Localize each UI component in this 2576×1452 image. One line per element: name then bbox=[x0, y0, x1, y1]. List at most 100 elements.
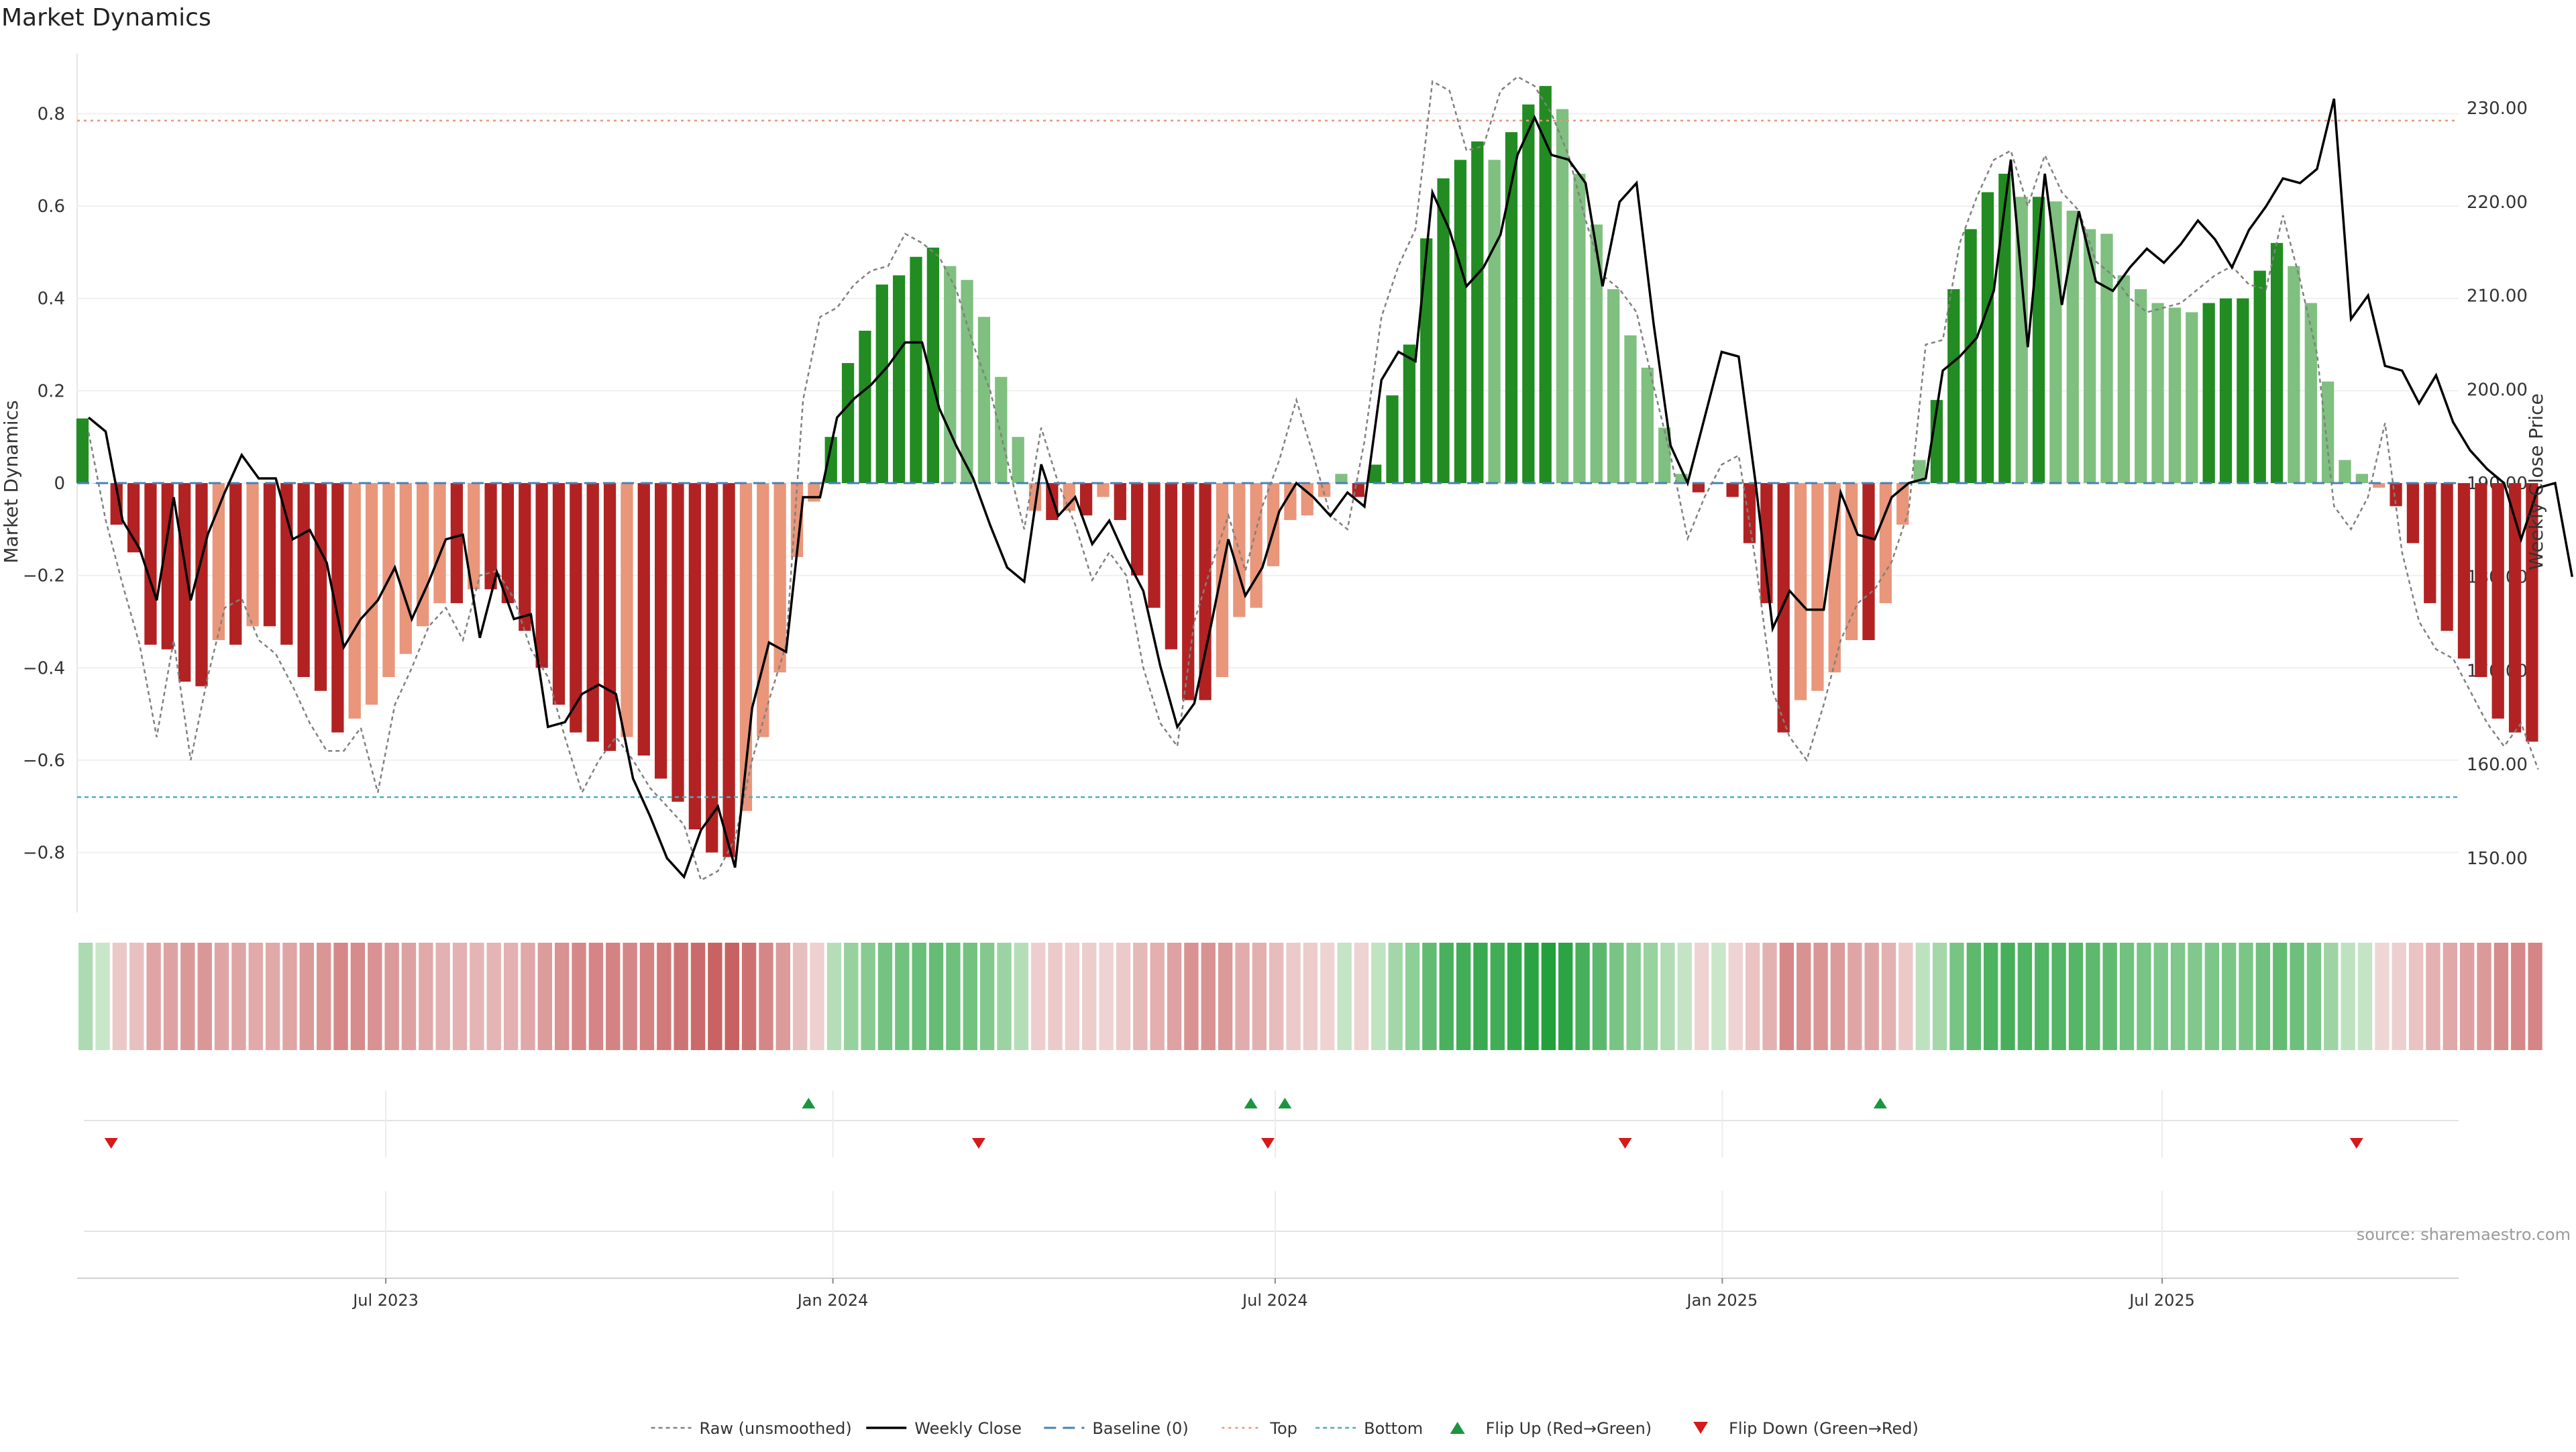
heat-cell bbox=[2426, 943, 2440, 1050]
heat-cell bbox=[282, 943, 297, 1050]
dynamics-bar bbox=[977, 317, 991, 483]
heat-cell bbox=[197, 943, 212, 1050]
heat-cell bbox=[435, 943, 450, 1050]
heat-cell bbox=[1133, 943, 1148, 1050]
dynamics-bar bbox=[1488, 160, 1501, 483]
dynamics-bar bbox=[637, 483, 650, 756]
heat-cell bbox=[1966, 943, 1981, 1050]
heat-cell bbox=[1779, 943, 1794, 1050]
dynamics-bar bbox=[2253, 270, 2266, 483]
heat-cell bbox=[1456, 943, 1471, 1050]
dynamics-bar bbox=[1607, 289, 1620, 483]
dynamics-bar bbox=[1539, 86, 1552, 483]
heat-cell bbox=[1609, 943, 1624, 1050]
y-axis-right-label: Weekly Close Price bbox=[2525, 393, 2547, 570]
dynamics-bar bbox=[586, 483, 599, 742]
heat-cell bbox=[1796, 943, 1811, 1050]
dynamics-bar bbox=[1760, 483, 1773, 603]
heat-cell bbox=[1320, 943, 1335, 1050]
flip-down-marker bbox=[104, 1138, 118, 1149]
heat-cell bbox=[1286, 943, 1301, 1050]
dynamics-bar bbox=[1641, 367, 1654, 483]
heat-cell bbox=[521, 943, 535, 1050]
flip-down-marker bbox=[971, 1138, 985, 1149]
dynamics-bar bbox=[1267, 483, 1280, 566]
heat-cell bbox=[1643, 943, 1658, 1050]
dynamics-bar bbox=[212, 483, 225, 640]
heat-cell bbox=[1660, 943, 1675, 1050]
dynamics-bar bbox=[1284, 483, 1297, 521]
heat-cell bbox=[180, 943, 195, 1050]
dynamics-bar bbox=[672, 483, 684, 802]
heat-cell bbox=[623, 943, 637, 1050]
heat-cell bbox=[1762, 943, 1777, 1050]
dynamics-bar bbox=[2186, 312, 2198, 483]
dynamics-bar bbox=[1063, 483, 1075, 511]
heat-cell bbox=[2051, 943, 2066, 1050]
heat-cell bbox=[979, 943, 995, 1050]
heat-cell bbox=[1949, 943, 1964, 1050]
heat-cell bbox=[1065, 943, 1080, 1050]
heat-cell bbox=[810, 943, 824, 1050]
heat-cell bbox=[248, 943, 263, 1050]
heat-cell bbox=[861, 943, 875, 1050]
heat-cell bbox=[1932, 943, 1947, 1050]
dynamics-bar bbox=[1828, 483, 1841, 673]
heat-cell bbox=[2222, 943, 2237, 1050]
heat-cell bbox=[2017, 943, 2033, 1050]
heat-cell bbox=[639, 943, 655, 1050]
dynamics-bar bbox=[1318, 483, 1331, 497]
heat-cell bbox=[1150, 943, 1165, 1050]
heat-cell bbox=[2102, 943, 2117, 1050]
heat-cell bbox=[2068, 943, 2084, 1050]
chart-title: Market Dynamics bbox=[1, 4, 211, 32]
heat-cell bbox=[350, 943, 366, 1050]
dynamics-bar bbox=[2066, 210, 2079, 483]
dynamics-bar bbox=[2304, 303, 2317, 483]
dynamics-bar bbox=[2049, 201, 2062, 483]
dynamics-bar bbox=[501, 483, 515, 603]
dynamics-bar bbox=[1505, 132, 1518, 483]
dynamics-bar bbox=[280, 483, 293, 645]
heat-cell bbox=[2443, 943, 2457, 1050]
heat-cell bbox=[1235, 943, 1250, 1050]
heat-cell bbox=[1473, 943, 1488, 1050]
dynamics-bar bbox=[757, 483, 769, 737]
dynamics-bar bbox=[655, 483, 667, 779]
heat-cell bbox=[1388, 943, 1403, 1050]
dynamics-bar bbox=[450, 483, 463, 603]
dynamics-bar bbox=[331, 483, 344, 733]
dynamics-bar bbox=[1301, 483, 1313, 516]
heat-cell bbox=[2460, 943, 2475, 1050]
dynamics-bar bbox=[1590, 224, 1603, 483]
dynamics-bar bbox=[195, 483, 208, 686]
heat-cell bbox=[1711, 943, 1726, 1050]
dynamics-bar bbox=[1148, 483, 1161, 608]
y-left-tick-label: −0.6 bbox=[23, 751, 65, 771]
dynamics-bar bbox=[2373, 483, 2385, 488]
heat-cell bbox=[708, 943, 722, 1050]
heat-cell bbox=[2528, 943, 2542, 1050]
flip-panel bbox=[84, 1090, 2459, 1278]
heat-cell bbox=[1677, 943, 1692, 1050]
dynamics-bar bbox=[1182, 483, 1195, 701]
heat-cell bbox=[997, 943, 1012, 1050]
flip-down-marker bbox=[2349, 1138, 2363, 1149]
dynamics-bar bbox=[1726, 483, 1739, 497]
dynamics-bar bbox=[944, 266, 957, 483]
heat-cell bbox=[129, 943, 144, 1050]
y-right-tick-label: 230.00 bbox=[2467, 99, 2528, 119]
dynamics-bar bbox=[1556, 109, 1569, 484]
dynamics-bar bbox=[2491, 483, 2504, 719]
dynamics-bar bbox=[2526, 483, 2538, 742]
heat-cell bbox=[95, 943, 110, 1050]
dynamics-bar bbox=[1522, 104, 1535, 484]
legend-swatch-flip-down bbox=[1693, 1422, 1709, 1434]
dynamics-bar bbox=[2457, 483, 2471, 659]
heat-cell bbox=[1507, 943, 1522, 1050]
dynamics-bar bbox=[2270, 243, 2284, 483]
heat-cell bbox=[775, 943, 790, 1050]
dynamics-bar bbox=[1913, 460, 1926, 483]
